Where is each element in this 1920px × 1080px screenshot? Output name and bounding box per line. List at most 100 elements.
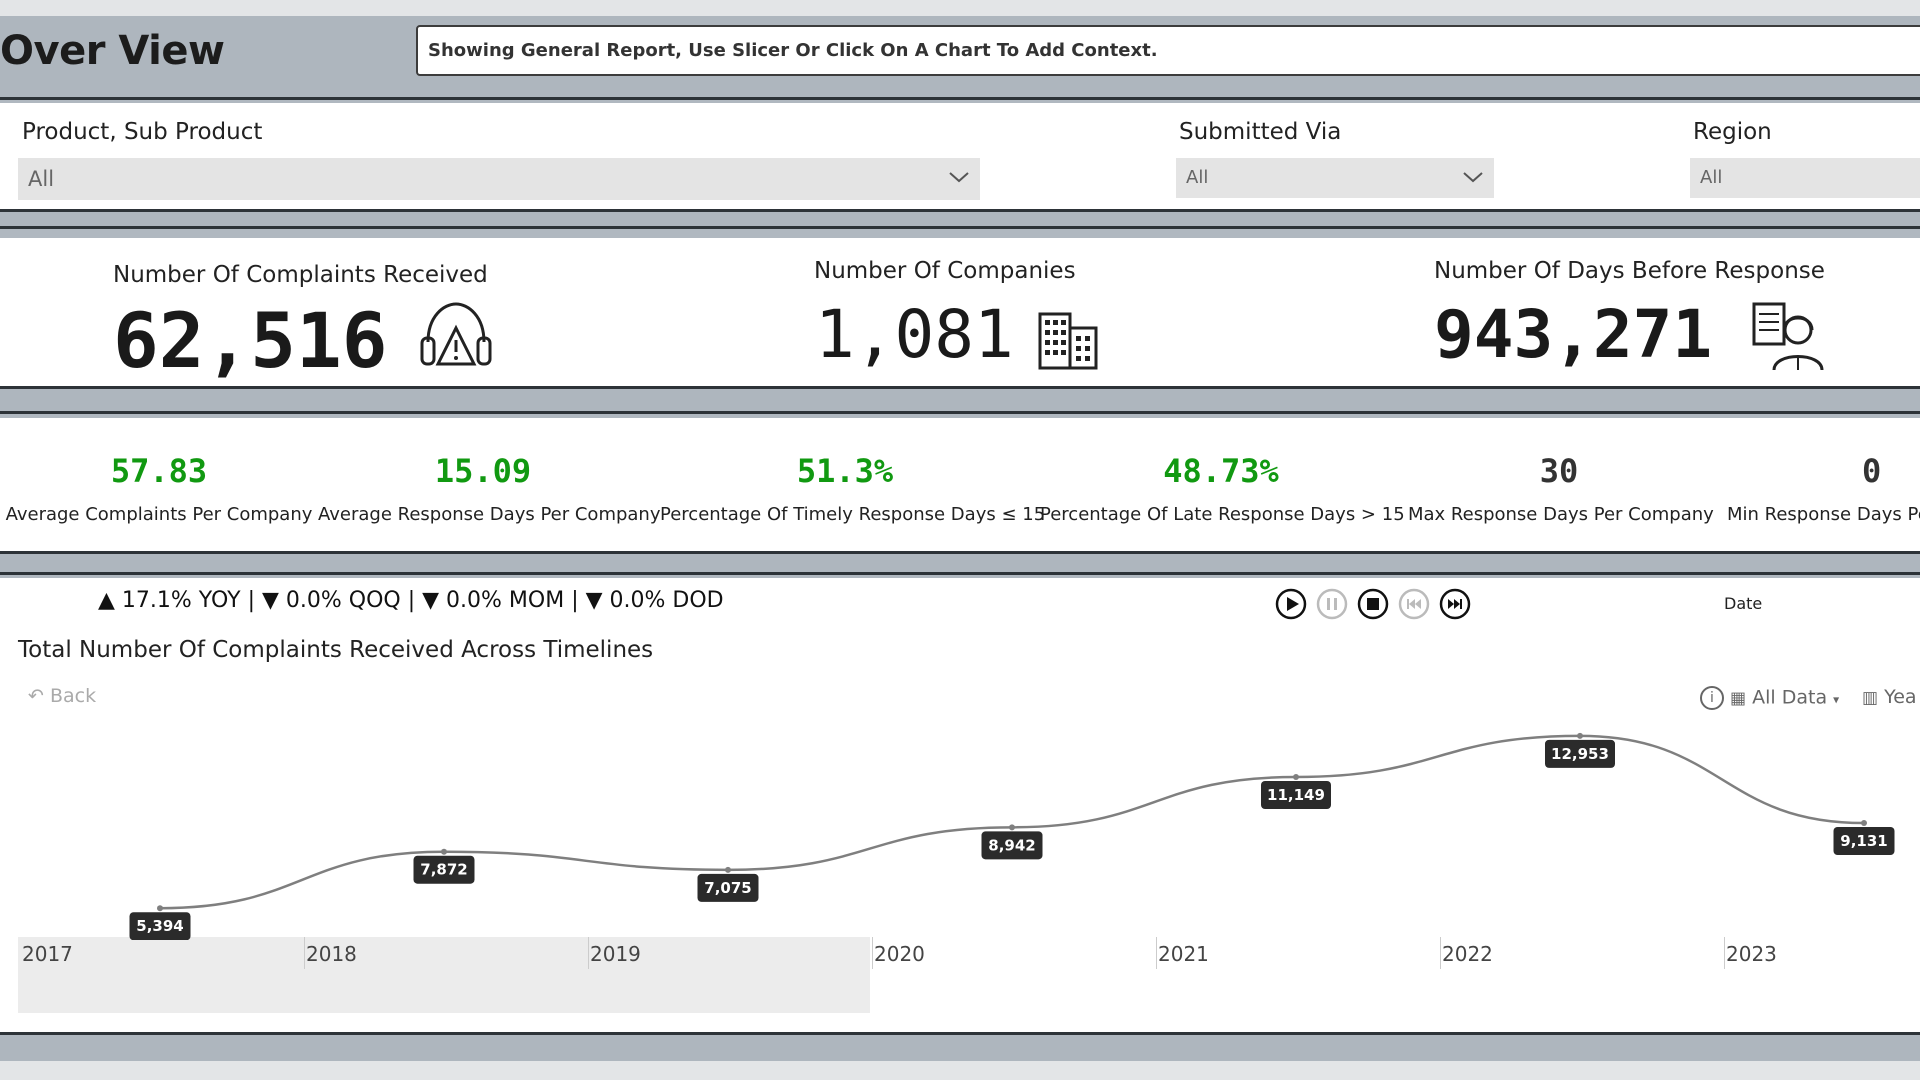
separator-band <box>0 212 1920 226</box>
divider <box>0 572 1920 575</box>
metric-avg-response-days: 15.09 Average Response Days Per Company <box>318 452 661 525</box>
data-point[interactable] <box>1293 774 1299 781</box>
metric-label: Percentage Of Late Response Days > 15 <box>1040 504 1405 525</box>
divider <box>0 97 1920 100</box>
data-label-bg <box>1833 827 1895 856</box>
x-tick-label[interactable]: 2018 <box>306 942 357 966</box>
headset-warning-icon <box>420 302 492 366</box>
chevron-down-icon <box>949 172 969 183</box>
data-point[interactable] <box>1577 732 1583 739</box>
selected-range-shade[interactable] <box>18 937 870 1013</box>
context-message-box: Showing General Report, Use Slicer Or Cl… <box>416 25 1920 76</box>
bar-chart-icon: ▥ <box>1862 688 1879 708</box>
metric-max-response-days: 30 Max Response Days Per Company <box>1408 452 1714 525</box>
caret-down-icon: ▾ <box>1833 692 1840 707</box>
skip-forward-icon[interactable] <box>1439 588 1471 620</box>
x-tick-line <box>1440 937 1441 969</box>
back-arrow-icon: ↶ <box>28 685 44 707</box>
back-button[interactable]: ↶ Back <box>28 685 96 707</box>
data-point[interactable] <box>1861 820 1867 827</box>
back-label: Back <box>49 685 97 707</box>
data-point[interactable] <box>157 905 163 912</box>
data-label: 11,149 <box>1267 786 1325 804</box>
submitted-via-slicer-value: All <box>1186 167 1209 188</box>
region-slicer-value: All <box>1700 167 1723 188</box>
divider <box>0 551 1920 554</box>
separator-band <box>0 389 1920 411</box>
kpi-value-companies: 1,081 <box>815 296 1014 373</box>
calendar-icon: ▦ <box>1730 688 1747 709</box>
skip-back-icon[interactable] <box>1398 588 1430 620</box>
data-label-bg <box>1261 781 1331 810</box>
product-slicer-dropdown[interactable]: All <box>18 158 980 200</box>
metric-label: Average Complaints Per Company <box>5 504 313 525</box>
metric-timely-response: 51.3% Percentage Of Timely Response Days… <box>660 452 1046 525</box>
data-point[interactable] <box>1009 824 1015 831</box>
period-granularity-control[interactable]: ▥ Yea <box>1862 686 1917 708</box>
all-data-dropdown[interactable]: i ▦ All Data ▾ <box>1700 686 1839 710</box>
top-strip <box>0 0 1920 16</box>
slicer-label-region: Region <box>1693 119 1772 145</box>
region-slicer-dropdown[interactable]: All <box>1690 158 1920 198</box>
metric-late-response: 48.73% Percentage Of Late Response Days … <box>1040 452 1405 525</box>
all-data-label: All Data <box>1752 686 1828 709</box>
chevron-down-icon <box>1463 172 1483 183</box>
metric-value: 57.83 <box>110 452 208 490</box>
metric-value: 51.3% <box>796 452 894 490</box>
info-icon[interactable]: i <box>1700 686 1724 710</box>
x-tick-line <box>304 937 305 969</box>
data-label: 7,872 <box>420 861 467 879</box>
metric-value: 48.73% <box>1163 452 1279 490</box>
x-tick-label[interactable]: 2017 <box>22 942 73 966</box>
metric-label: Average Response Days Per Company <box>318 504 661 525</box>
x-tick-line <box>588 937 589 969</box>
x-tick-label[interactable]: 2022 <box>1442 942 1493 966</box>
data-label-bg <box>1545 739 1615 768</box>
divider <box>0 411 1920 414</box>
x-tick-label[interactable]: 2019 <box>590 942 641 966</box>
page-title: Over View <box>0 28 225 74</box>
period-label: Yea <box>1884 686 1917 708</box>
x-tick-label[interactable]: 2023 <box>1726 942 1777 966</box>
support-agent-icon <box>1752 302 1824 371</box>
slicer-label-submitted-via: Submitted Via <box>1179 119 1342 145</box>
metric-label: Percentage Of Timely Response Days ≤ 15 <box>660 504 1046 525</box>
x-tick-label[interactable]: 2020 <box>874 942 925 966</box>
data-label-bg <box>129 912 191 940</box>
data-label: 8,942 <box>988 836 1035 854</box>
separator-band <box>0 554 1920 572</box>
play-icon[interactable] <box>1275 588 1307 620</box>
divider <box>0 386 1920 389</box>
data-label: 7,075 <box>704 879 751 897</box>
building-icon <box>1038 312 1098 370</box>
metric-min-response-days: 0 Min Response Days Pe <box>1720 452 1920 525</box>
divider <box>0 1032 1920 1035</box>
period-delta-summary: ▲ 17.1% YOY | ▼ 0.0% QOQ | ▼ 0.0% MOM | … <box>98 588 724 613</box>
metric-label: Max Response Days Per Company <box>1408 504 1714 525</box>
data-label-bg <box>697 873 759 902</box>
data-point[interactable] <box>441 848 447 855</box>
data-point[interactable] <box>725 866 731 873</box>
stop-icon[interactable] <box>1357 588 1389 620</box>
divider <box>0 226 1920 229</box>
divider <box>0 209 1920 212</box>
slicer-label-product: Product, Sub Product <box>22 119 263 145</box>
metric-value: 0 <box>1862 452 1882 490</box>
x-tick-label[interactable]: 2021 <box>1158 942 1209 966</box>
pause-icon[interactable] <box>1316 588 1348 620</box>
metric-value: 15.09 <box>434 452 532 490</box>
bottom-strip <box>0 1061 1920 1080</box>
data-label-bg <box>413 855 475 884</box>
data-label: 5,394 <box>136 917 183 935</box>
separator-band <box>0 1035 1920 1061</box>
data-label: 12,953 <box>1551 745 1609 763</box>
kpi-panel <box>0 238 1920 386</box>
metric-label: Min Response Days Pe <box>1727 504 1920 525</box>
data-label-bg <box>981 831 1043 860</box>
timeline-line-chart[interactable]: 5,394 7,872 7,075 8,942 11,149 12,953 9,131 <box>0 700 1920 940</box>
product-slicer-value: All <box>28 167 55 191</box>
metric-avg-complaints: 57.83 Average Complaints Per Company <box>2 452 316 525</box>
kpi-label-companies: Number Of Companies <box>814 258 1076 284</box>
submitted-via-slicer-dropdown[interactable]: All <box>1176 158 1494 198</box>
x-tick-line <box>872 937 873 969</box>
